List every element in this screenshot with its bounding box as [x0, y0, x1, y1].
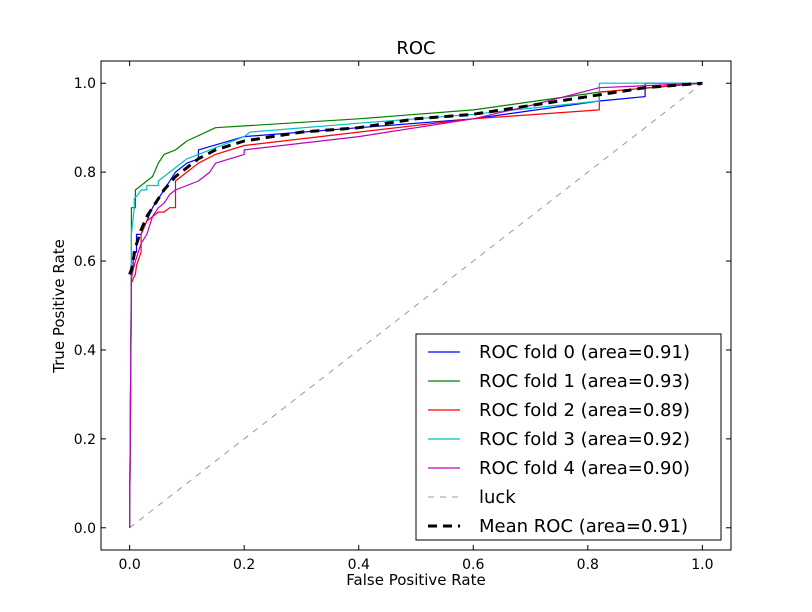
legend-label: ROC fold 4 (area=0.90): [479, 458, 690, 479]
legend-label: ROC fold 0 (area=0.91): [479, 342, 690, 363]
legend-label: ROC fold 1 (area=0.93): [479, 371, 690, 392]
y-tick-label: 1.0: [74, 76, 96, 92]
x-tick-label: 0.6: [462, 557, 484, 573]
y-tick-label: 0.2: [74, 432, 96, 448]
legend-box: [415, 333, 722, 541]
series-line-2: [129, 82, 703, 528]
legend: ROC fold 0 (area=0.91) ROC fold 1 (area=0…: [415, 333, 722, 541]
y-tick-label: 0.0: [74, 521, 96, 537]
series-line-5: [129, 82, 703, 529]
y-tick-label: 0.6: [74, 254, 96, 270]
x-tick-label: 0.8: [577, 557, 599, 573]
x-axis-label: False Positive Rate: [346, 571, 485, 589]
legend-label: Mean ROC (area=0.91): [479, 516, 688, 537]
series-line-6: [128, 81, 703, 275]
plot-frame: [100, 60, 732, 551]
chart-title: ROC: [396, 38, 435, 59]
y-tick-label: 0.8: [74, 165, 96, 181]
y-axis-label: True Positive Rate: [50, 239, 68, 374]
legend-label: luck: [479, 487, 516, 508]
x-tick-label: 0.4: [348, 557, 370, 573]
x-tick-label: 0.2: [233, 557, 255, 573]
legend-label: ROC fold 2 (area=0.89): [479, 400, 690, 421]
legend-label: ROC fold 3 (area=0.92): [479, 429, 690, 450]
series-line-4: [129, 82, 703, 528]
x-tick-label: 1.0: [691, 557, 713, 573]
y-tick-label: 0.4: [74, 343, 96, 359]
x-tick-label: 0.0: [119, 557, 141, 573]
